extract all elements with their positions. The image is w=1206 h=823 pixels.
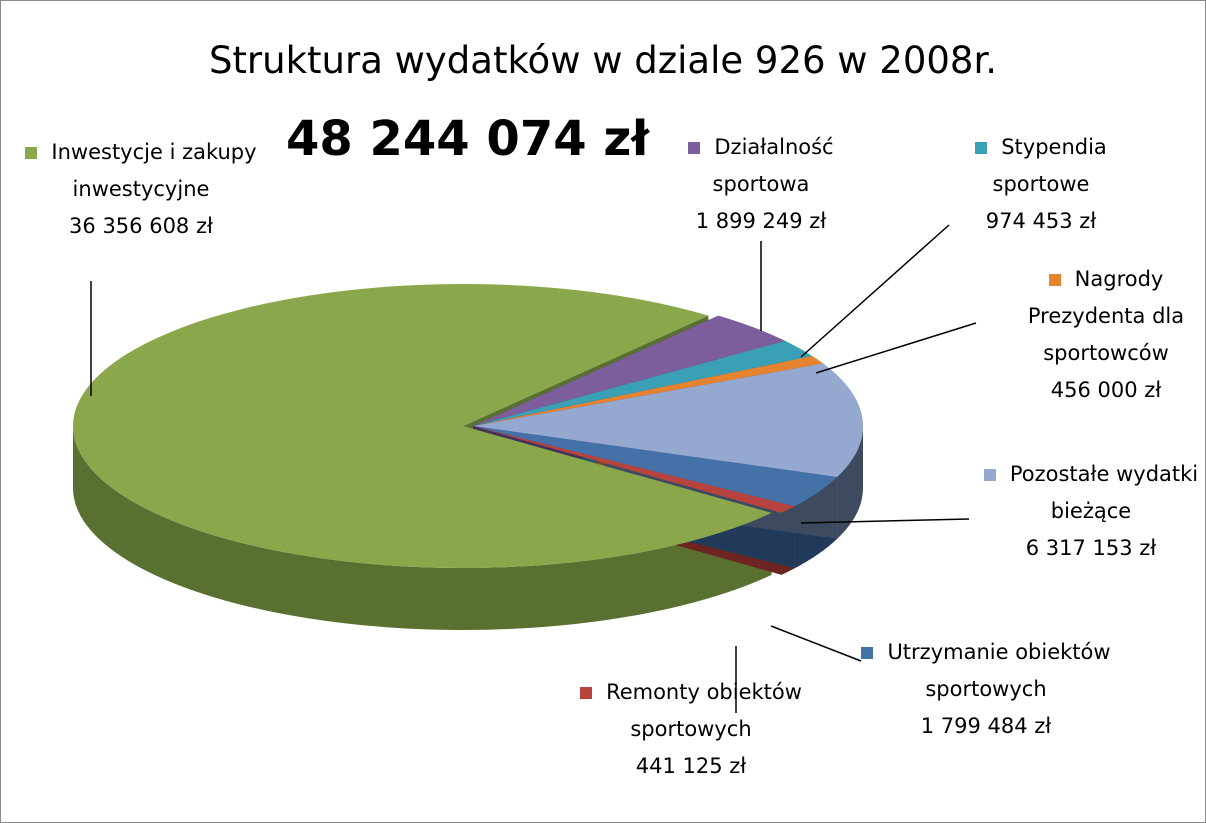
- chart-subtitle: 48 244 074 zł: [286, 111, 650, 167]
- legend-swatch: [983, 469, 996, 481]
- leader-line: [800, 224, 950, 358]
- slices: [73, 283, 863, 568]
- slice: [473, 355, 824, 426]
- category-label: Działalność sportowa: [712, 135, 834, 196]
- leader-line: [815, 322, 977, 374]
- data-label: Remonty obiektów sportowych 441 125 zł: [561, 674, 821, 785]
- data-label: Działalność sportowa 1 899 249 zł: [641, 129, 881, 240]
- category-label: Nagrody Prezydenta dla sportowców: [1027, 267, 1185, 365]
- legend-swatch: [975, 142, 988, 154]
- slice-side: [837, 426, 863, 539]
- value-label: 441 125 zł: [635, 754, 747, 778]
- data-label: Nagrody Prezydenta dla sportowców 456 000…: [991, 261, 1205, 409]
- leader-lines: [90, 224, 977, 713]
- leader-line: [770, 625, 862, 662]
- value-label: 6 317 153 zł: [1025, 536, 1157, 560]
- value-label: 456 000 zł: [1050, 378, 1162, 402]
- value-label: 1 899 249 zł: [695, 209, 827, 233]
- legend-swatch: [1048, 274, 1061, 286]
- value-label: 1 799 484 zł: [920, 714, 1052, 738]
- data-label: Inwestycje i zakupy inwestycyjne 36 356 6…: [21, 134, 261, 245]
- category-label: Utrzymanie obiektów sportowych: [887, 640, 1111, 701]
- data-label: Stypendia sportowe 974 453 zł: [926, 129, 1156, 240]
- legend-swatch: [861, 647, 874, 659]
- slice: [473, 426, 795, 513]
- category-label: Remonty obiektów sportowych: [606, 680, 802, 741]
- legend-swatch: [580, 687, 593, 699]
- slice: [473, 315, 786, 426]
- slice: [473, 426, 838, 507]
- slice-side: [73, 426, 772, 630]
- chart-title: Struktura wydatków w dziale 926 w 2008r.: [208, 39, 998, 82]
- legend-swatch: [25, 147, 38, 159]
- value-label: 974 453 zł: [985, 209, 1097, 233]
- data-label: Utrzymanie obiektów sportowych 1 799 484 …: [861, 634, 1111, 745]
- leader-line: [800, 518, 970, 524]
- data-label: Pozostałe wydatki bieżące 6 317 153 zł: [956, 456, 1205, 567]
- legend-swatch: [688, 142, 701, 154]
- slice: [73, 283, 772, 568]
- category-label: Stypendia sportowe: [992, 135, 1107, 196]
- slice: [473, 340, 813, 426]
- category-label: Inwestycje i zakupy inwestycyjne: [51, 140, 257, 201]
- category-label: Pozostałe wydatki bieżące: [1009, 462, 1199, 523]
- value-label: 36 356 608 zł: [69, 214, 213, 238]
- slice: [473, 363, 863, 477]
